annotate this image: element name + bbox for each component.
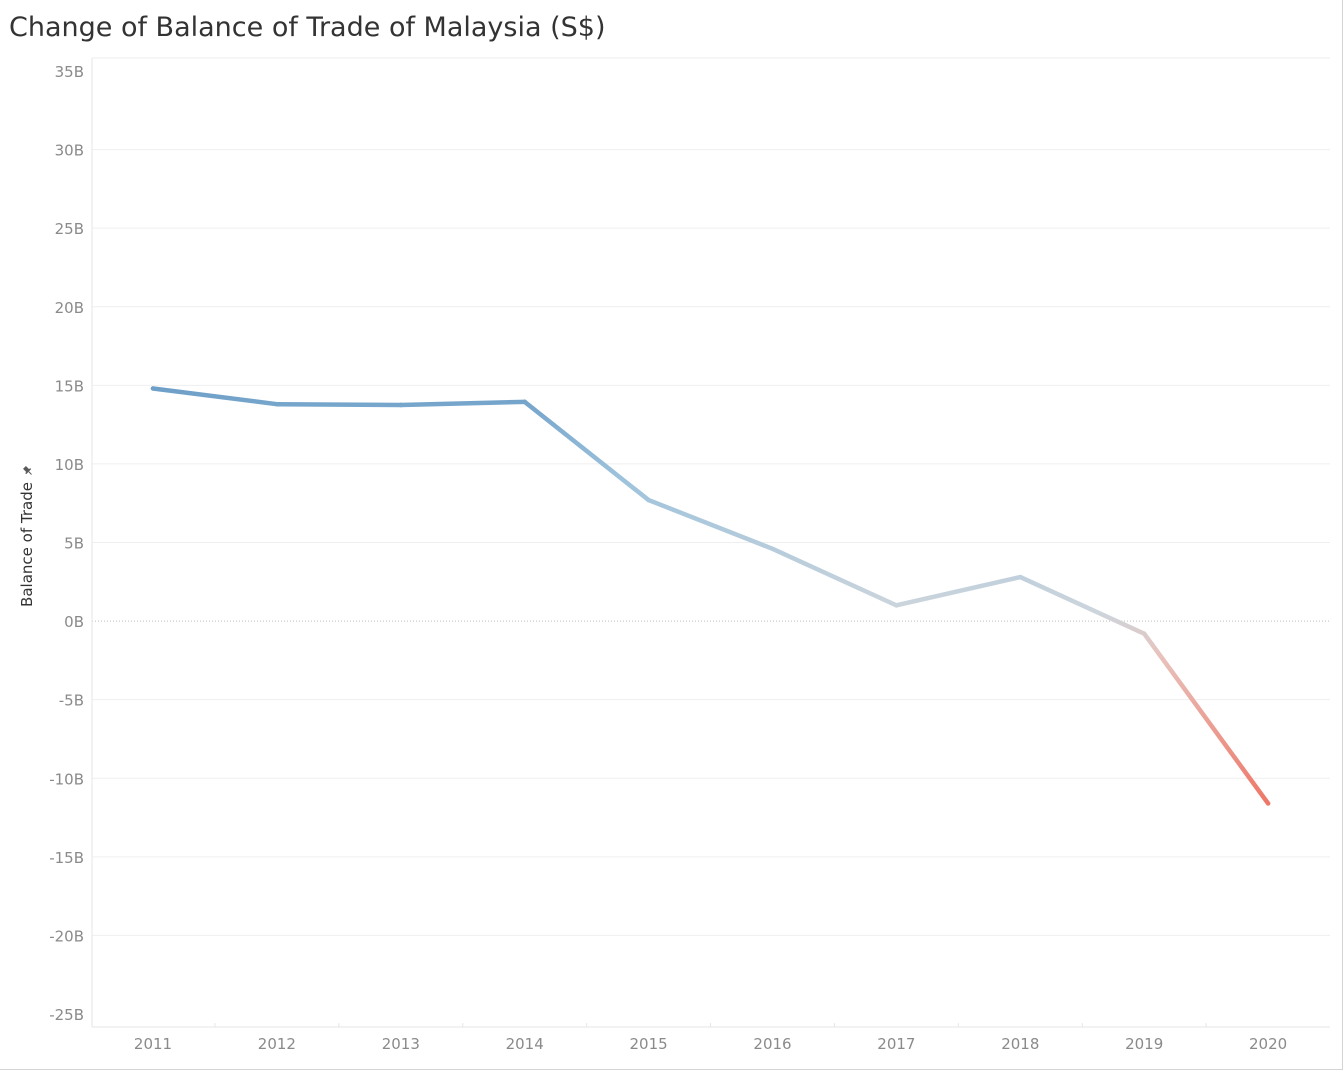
series-line-segment[interactable]: [646, 497, 775, 552]
y-axis-title-group: Balance of Trade: [18, 465, 36, 607]
y-tick-label: -15B: [49, 849, 84, 867]
y-tick-label: 25B: [55, 220, 84, 238]
y-tick-label: -5B: [59, 692, 84, 710]
series-line-segment[interactable]: [770, 546, 899, 608]
pin-icon[interactable]: [21, 465, 33, 477]
x-tick-label: 2013: [382, 1035, 420, 1053]
y-tick-label: 15B: [55, 377, 84, 395]
chart-title: Change of Balance of Trade of Malaysia (…: [9, 12, 606, 43]
x-tick-label: 2011: [134, 1035, 172, 1053]
y-tick-label: -25B: [49, 1006, 84, 1024]
data-point[interactable]: [274, 401, 280, 407]
y-tick-labels: 35B 30B 25B 20B 15B 10B 5B 0B -5B -10B -15B -20B -25…: [49, 63, 84, 1024]
data-point[interactable]: [646, 497, 651, 503]
data-point[interactable]: [894, 603, 899, 608]
series-line-segment[interactable]: [398, 399, 527, 408]
y-tick-label: -10B: [49, 770, 84, 788]
x-tick-label: 2017: [877, 1035, 915, 1053]
axis-lines: [91, 57, 1330, 1028]
data-point[interactable]: [770, 546, 775, 551]
y-tick-label: 0B: [64, 613, 84, 631]
y-tick-label: 5B: [64, 535, 84, 553]
series-line-segment[interactable]: [1018, 574, 1147, 636]
series-line-segment[interactable]: [274, 401, 404, 408]
x-tick-labels: 2011 2012 2013 2014 2015 2016 2017 2018 2019 2020: [134, 1035, 1287, 1053]
y-tick-label: 30B: [55, 142, 84, 160]
x-tick-label: 2018: [1001, 1035, 1039, 1053]
data-point[interactable]: [1265, 801, 1271, 806]
x-tick-label: 2015: [630, 1035, 668, 1053]
series-group: [150, 386, 1271, 806]
series-line-segment[interactable]: [894, 574, 1023, 608]
x-tick-label: 2014: [506, 1035, 544, 1053]
data-point[interactable]: [398, 402, 403, 408]
data-point[interactable]: [1018, 574, 1023, 580]
data-point[interactable]: [150, 386, 156, 391]
x-tick-label: 2019: [1125, 1035, 1163, 1053]
x-tick-label: 2012: [258, 1035, 296, 1053]
data-point[interactable]: [522, 399, 527, 405]
data-point[interactable]: [1142, 631, 1147, 636]
series-line-segment[interactable]: [522, 399, 651, 503]
series-line-segment[interactable]: [1141, 631, 1271, 806]
y-tick-label: -20B: [49, 927, 84, 945]
y-tick-label: 10B: [55, 456, 84, 474]
y-tick-label: 35B: [55, 63, 84, 81]
gridlines: [92, 149, 1330, 936]
series-line-segment[interactable]: [150, 386, 280, 407]
x-tick-label: 2016: [753, 1035, 791, 1053]
y-tick-label: 20B: [55, 299, 84, 317]
x-tick-label: 2020: [1249, 1035, 1287, 1053]
